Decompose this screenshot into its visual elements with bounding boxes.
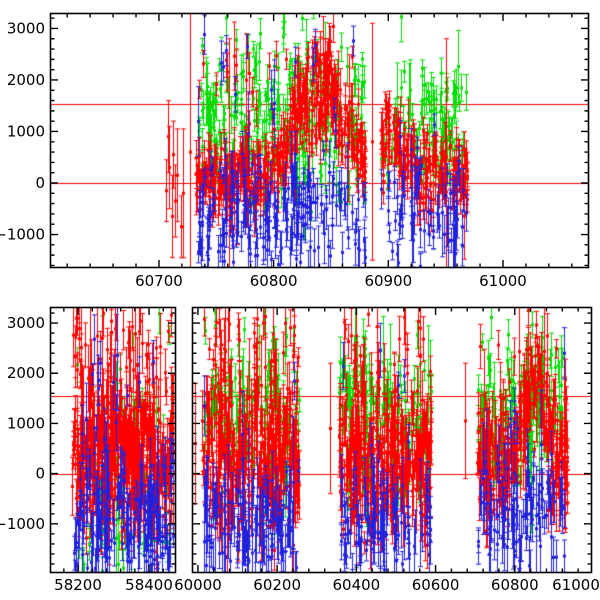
tick-marks <box>51 14 588 267</box>
x-tick-label: 60900 <box>364 272 412 290</box>
panel-frame <box>49 306 177 574</box>
panel-frame <box>191 306 593 574</box>
y-tick-label: 2000 <box>7 71 45 89</box>
x-tick-label: 60200 <box>253 576 301 594</box>
x-tick-label: 58400 <box>125 576 173 594</box>
y-tick-label: 2000 <box>7 364 45 382</box>
y-tick-label: 0 <box>35 465 45 483</box>
y-tick-label: 1000 <box>7 122 45 140</box>
x-tick-label: 60400 <box>332 576 380 594</box>
y-tick-label: 3000 <box>7 19 45 37</box>
panel-bottom: 58200 58400 60000 60200 60400 60600 60800 61000… <box>0 306 600 594</box>
y-tick-label: −1000 <box>0 515 45 533</box>
x-tick-label: 60600 <box>412 576 460 594</box>
x-tick-label: 60700 <box>135 272 183 290</box>
y-tick-label: −1000 <box>0 226 45 244</box>
y-tick-label: 3000 <box>7 314 45 332</box>
x-tick-label: 60800 <box>491 576 539 594</box>
y-tick-label: 0 <box>35 174 45 192</box>
x-tick-label: 60000 <box>174 576 222 594</box>
x-tick-label: 61000 <box>552 576 600 594</box>
y-tick-label: 1000 <box>7 414 45 432</box>
x-tick-label: 61000 <box>479 272 527 290</box>
x-tick-label: 60800 <box>250 272 298 290</box>
x-tick-label: 58200 <box>54 576 102 594</box>
panel-frame <box>49 12 590 269</box>
tick-marks <box>51 308 591 572</box>
panel-top: 60700 60800 60900 61000 −1000 0 1000 2000 3000 <box>0 12 590 290</box>
